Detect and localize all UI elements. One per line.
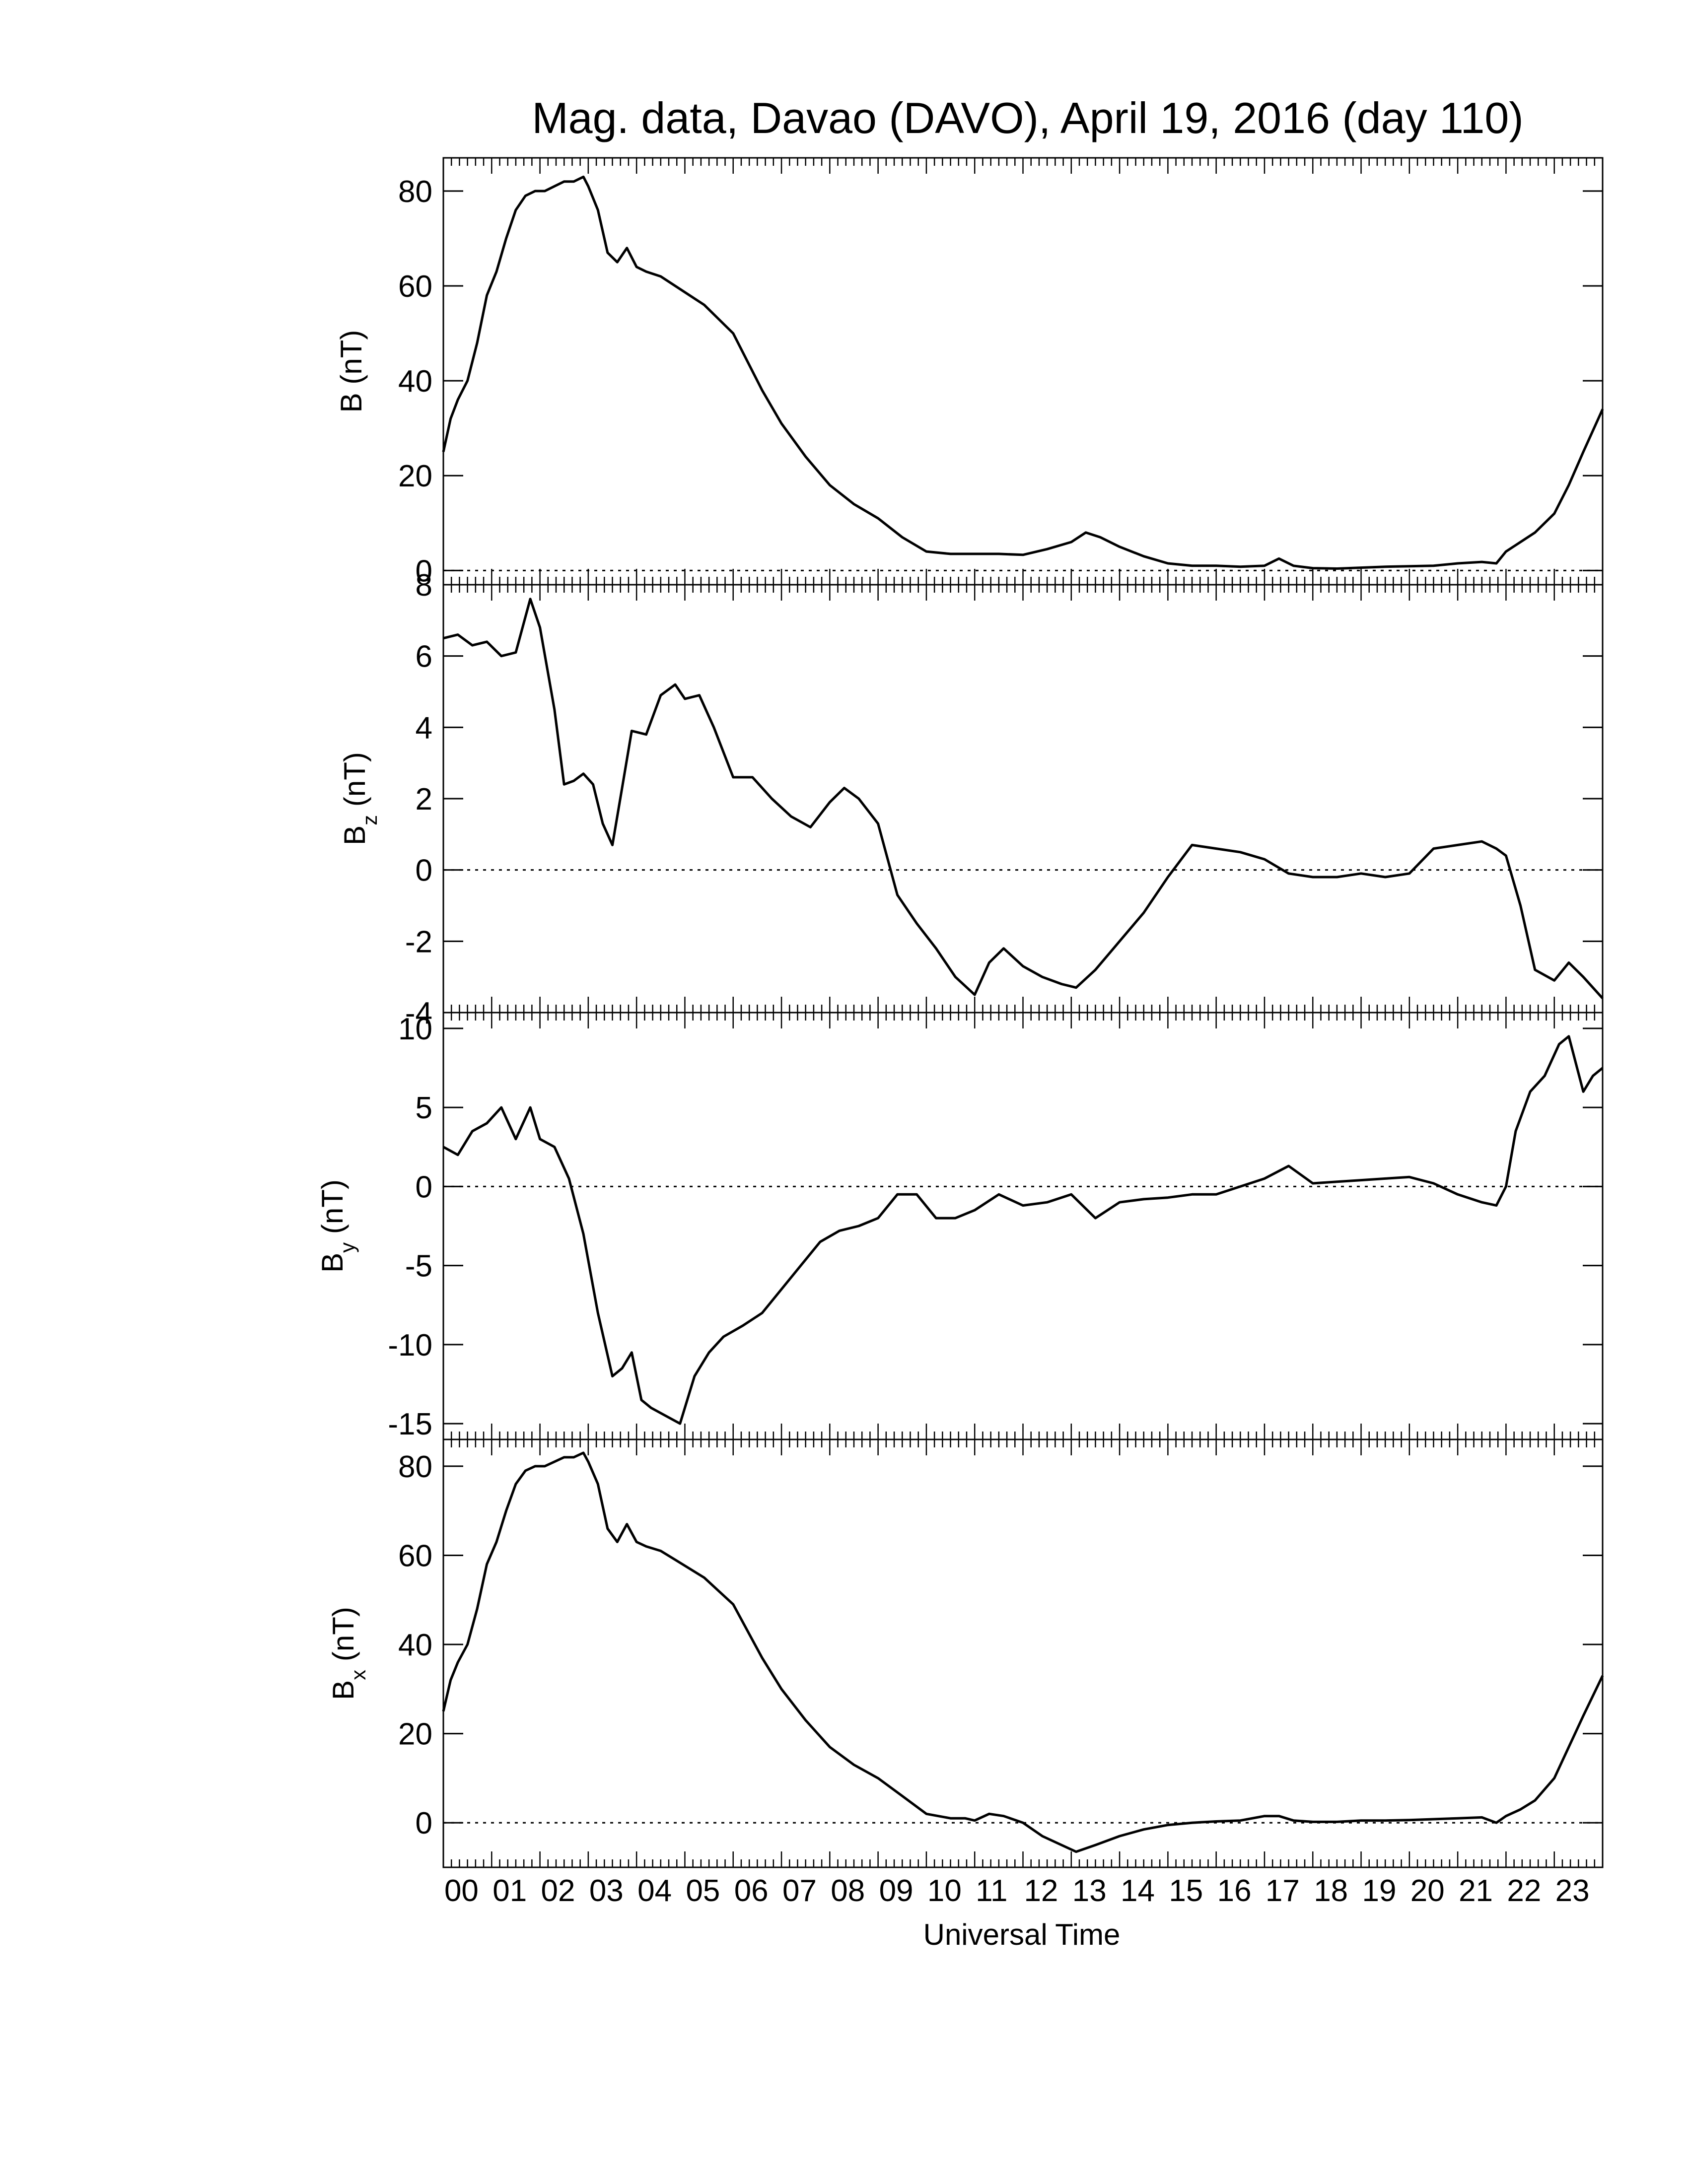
x-tick-label: 16 (1217, 1874, 1252, 1908)
x-axis-label: Universal Time (923, 1918, 1121, 1951)
y-tick-label: 60 (398, 1539, 432, 1573)
panel-4: 0 20 40 60 80 Bx (nT) (327, 1438, 1604, 1868)
y-ticks: -15 -10 -5 0 5 10 (388, 1012, 1603, 1441)
y-axis-label-unit: (nT) (338, 752, 371, 815)
x-ticks (442, 158, 1604, 585)
y-ticks: 0 20 40 60 80 (398, 1450, 1603, 1841)
y-tick-label: 20 (398, 459, 432, 493)
y-tick-label: -4 (405, 996, 432, 1030)
y-tick-label: 2 (416, 782, 432, 817)
y-axis-label-main: B (335, 393, 368, 412)
x-ticks (442, 1013, 1604, 1439)
x-tick-label: 06 (734, 1874, 769, 1908)
y-tick-label: 40 (398, 1628, 432, 1662)
y-tick-label: 0 (416, 554, 432, 588)
y-tick-label: 0 (416, 854, 432, 888)
y-tick-label: -2 (405, 925, 432, 959)
x-tick-label: 18 (1314, 1874, 1348, 1908)
x-tick-label: 21 (1459, 1874, 1493, 1908)
x-tick-label: 19 (1362, 1874, 1396, 1908)
y-tick-label: 5 (416, 1091, 432, 1125)
y-tick-label: 0 (416, 1170, 432, 1204)
x-tick-label: 23 (1555, 1874, 1590, 1908)
y-axis-label-subscript: z (358, 815, 381, 825)
y-axis-label: Bz (nT) (338, 752, 381, 845)
y-tick-label: -5 (405, 1249, 432, 1284)
x-tick-label: 22 (1507, 1874, 1541, 1908)
y-axis-label-unit: (nT) (327, 1607, 360, 1670)
x-tick-label: 05 (686, 1874, 720, 1908)
x-tick-label: 13 (1072, 1874, 1107, 1908)
y-tick-label: 80 (398, 175, 432, 209)
y-tick-label: 6 (416, 640, 432, 674)
y-tick-label: 10 (398, 1012, 432, 1046)
y-axis-label-main: B (316, 1253, 349, 1273)
y-ticks: 0 20 40 60 80 (398, 175, 1603, 588)
x-tick-label: 11 (976, 1874, 1007, 1908)
y-tick-label: -10 (388, 1328, 432, 1363)
x-tick-label: 02 (541, 1874, 575, 1908)
y-axis-label: Bx (nT) (327, 1607, 370, 1700)
x-ticks (442, 585, 1604, 1013)
x-tick-label: 17 (1266, 1874, 1300, 1908)
x-tick-label: 08 (831, 1874, 865, 1908)
y-tick-label: 0 (416, 1806, 432, 1841)
data-line (442, 1451, 1604, 1853)
x-tick-label: 04 (637, 1874, 672, 1908)
x-tick-label: 01 (492, 1874, 527, 1908)
x-tick-label: 00 (444, 1874, 479, 1908)
x-tick-label: 12 (1024, 1874, 1058, 1908)
y-axis-label: B (nT) (335, 330, 368, 413)
y-axis-label-unit: (nT) (335, 330, 368, 393)
y-axis-label-subscript: y (336, 1242, 359, 1253)
y-tick-label: 20 (398, 1717, 432, 1752)
y-axis-label: By (nT) (316, 1179, 359, 1273)
y-axis-label-main: B (338, 825, 371, 845)
data-line (443, 598, 1604, 999)
y-tick-label: 80 (398, 1450, 432, 1484)
x-tick-label: 07 (782, 1874, 817, 1908)
y-tick-label: 40 (398, 364, 432, 399)
y-tick-label: -15 (388, 1407, 432, 1441)
x-tick-label: 15 (1169, 1874, 1203, 1908)
y-tick-label: 60 (398, 270, 432, 304)
panels: 0 20 40 60 80 B (nT) -4 -2 0 2 4 6 8 Bz (nT) -15 -10 -5 0… (316, 157, 1604, 1868)
panel-3: -15 -10 -5 0 5 10 By (nT) (316, 1012, 1604, 1441)
x-ticks (442, 1439, 1604, 1867)
x-tick-label: 14 (1121, 1874, 1155, 1908)
y-tick-label: 4 (416, 711, 432, 745)
y-axis-label-subscript: x (347, 1670, 370, 1680)
data-line (442, 1035, 1604, 1425)
panel-1: 0 20 40 60 80 B (nT) (335, 157, 1604, 588)
x-tick-label: 20 (1410, 1874, 1445, 1908)
x-tick-label: 10 (927, 1874, 962, 1908)
y-axis-label-main: B (327, 1680, 360, 1700)
x-tick-label: 09 (879, 1874, 914, 1908)
x-axis-tick-labels: 00 01 02 03 04 05 06 07 08 09 10 11 12 13 14 15 16 17 18 19… (444, 1874, 1590, 1908)
y-tick-label: 8 (416, 568, 432, 603)
y-axis-label-unit: (nT) (316, 1179, 349, 1242)
data-line (442, 175, 1604, 570)
x-tick-label: 03 (589, 1874, 624, 1908)
chart-title: Mag. data, Davao (DAVO), April 19, 2016 … (532, 93, 1523, 142)
